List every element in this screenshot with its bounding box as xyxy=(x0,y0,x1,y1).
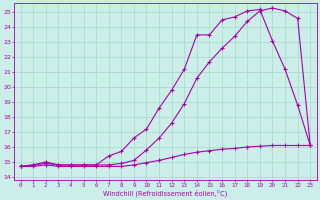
X-axis label: Windchill (Refroidissement éolien,°C): Windchill (Refroidissement éolien,°C) xyxy=(103,189,228,197)
